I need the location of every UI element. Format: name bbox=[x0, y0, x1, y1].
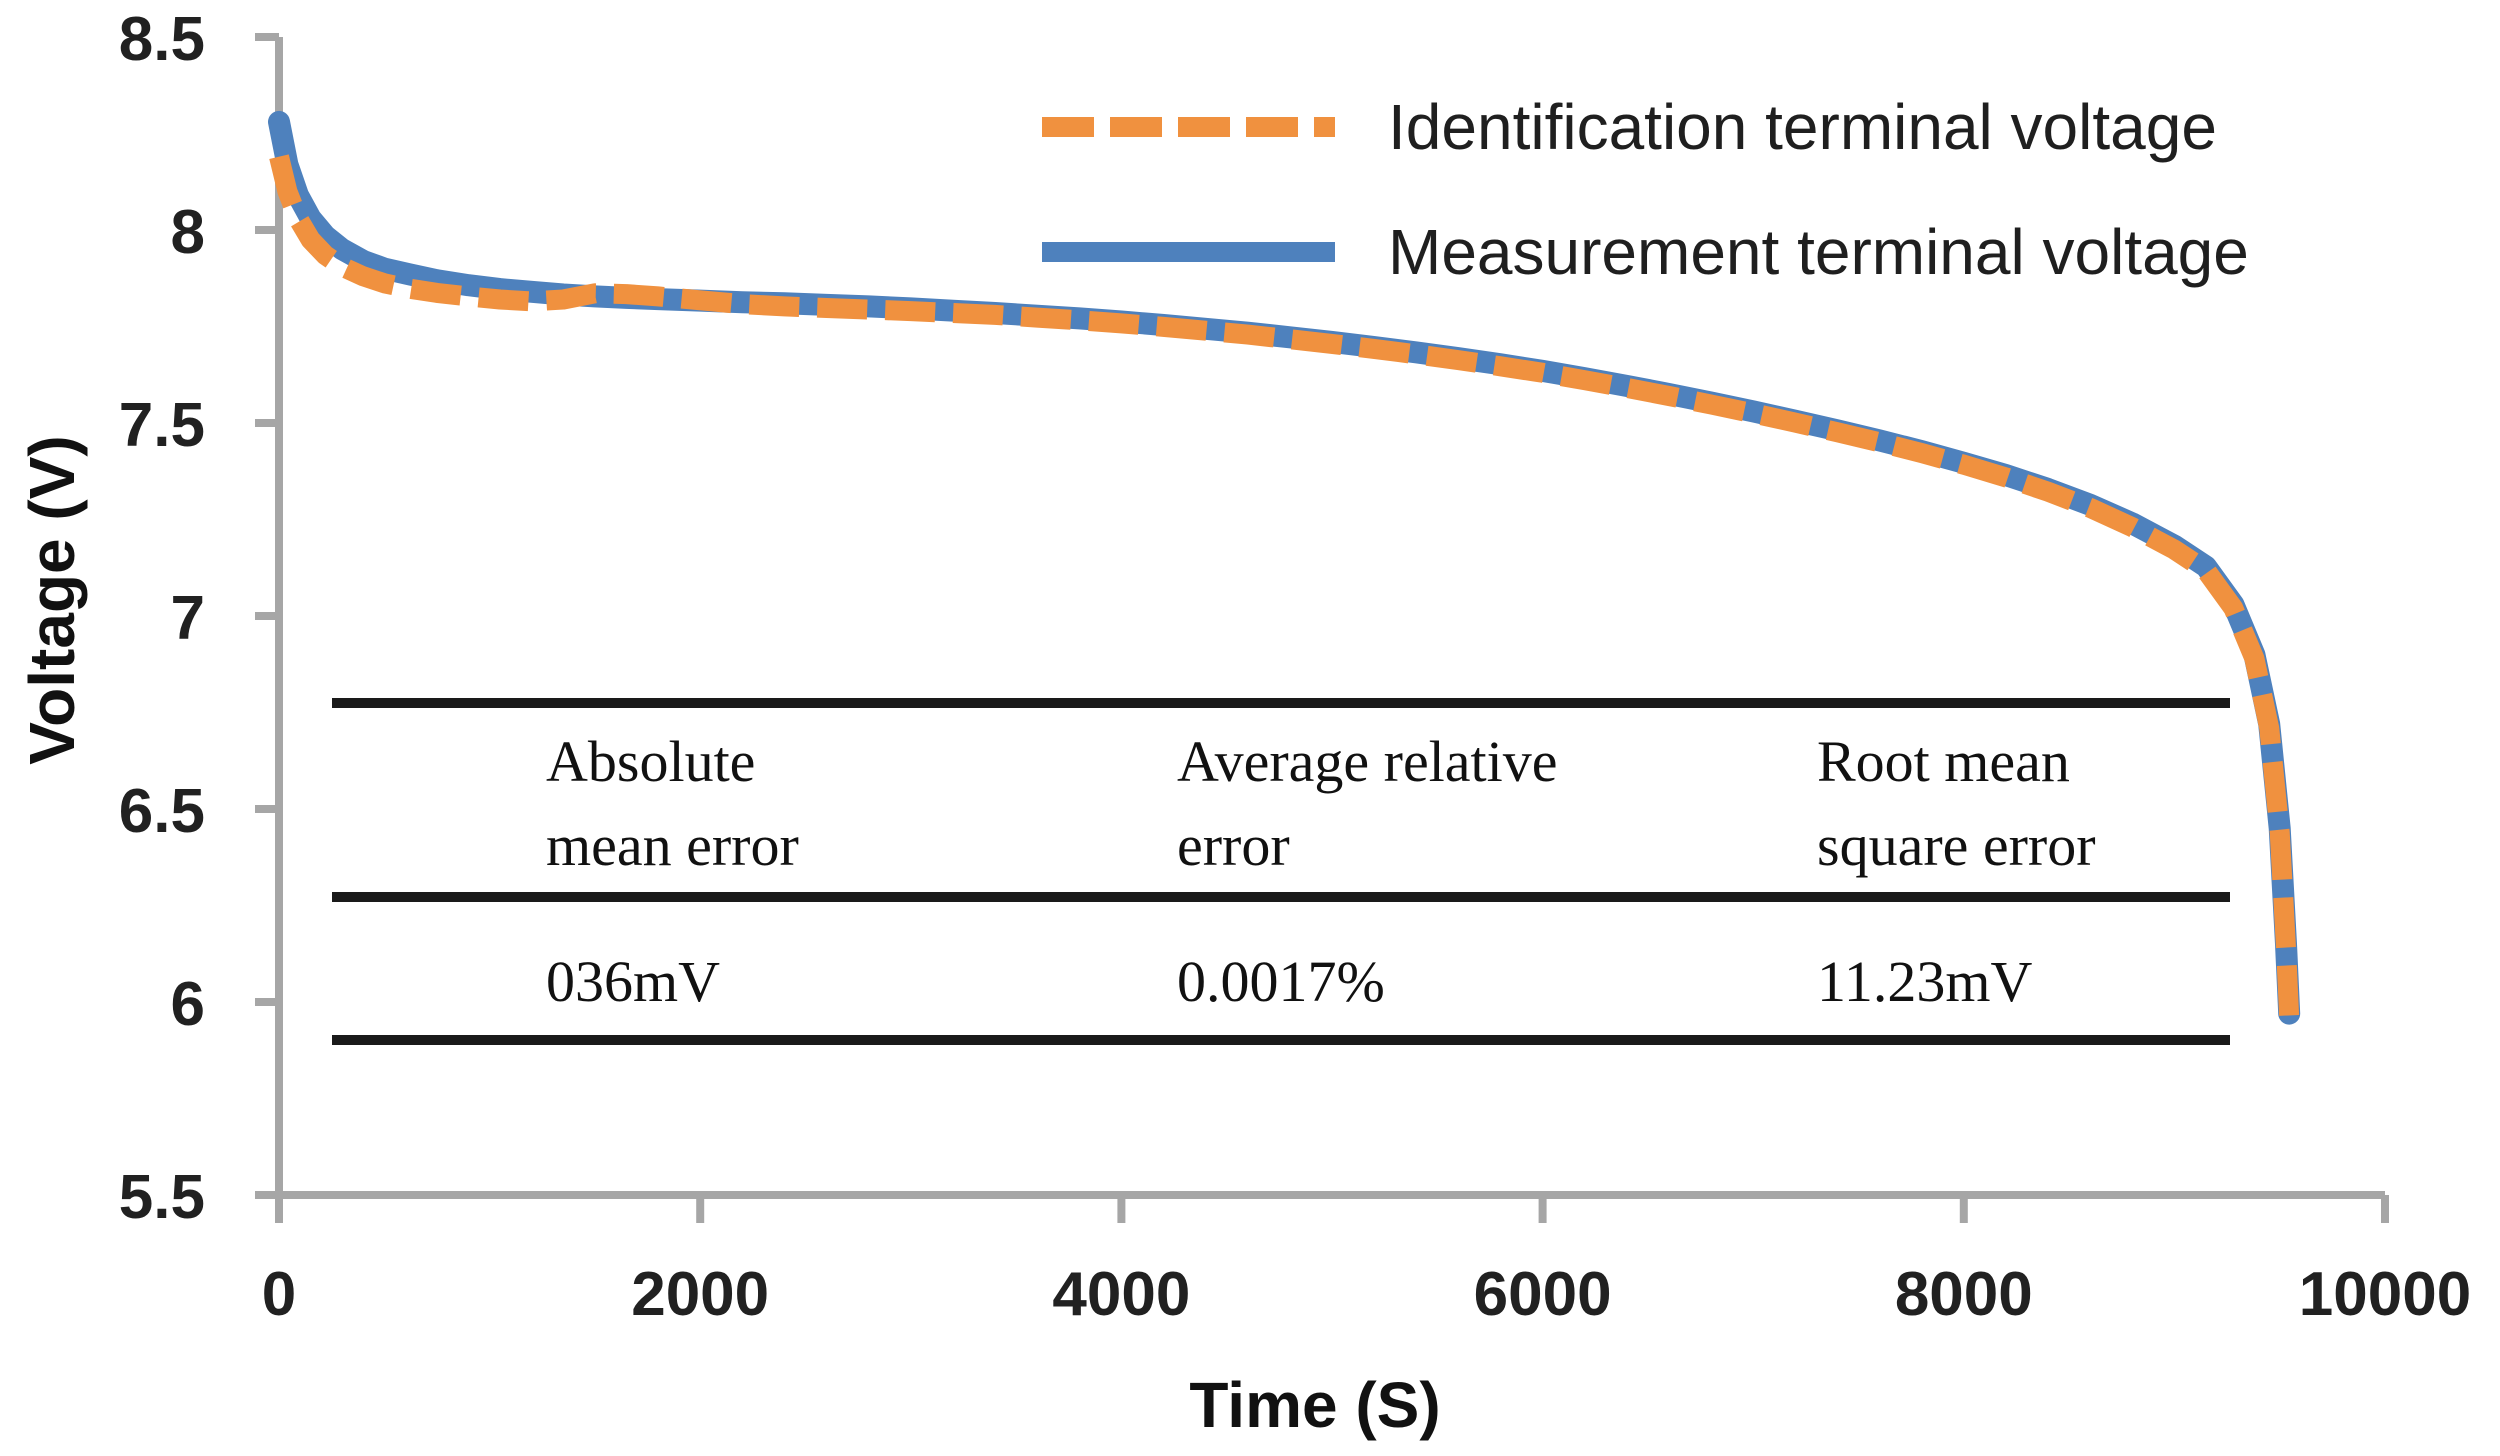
table-value-average-relative-error: 0.0017% bbox=[1177, 949, 1385, 1014]
legend-label-identification: Identification terminal voltage bbox=[1388, 91, 2217, 163]
y-tick-label: 8.5 bbox=[119, 5, 205, 74]
identification-dashed-line-sample bbox=[1042, 117, 1335, 137]
identification-voltage-curve bbox=[269, 154, 2300, 1018]
x-tick-label: 6000 bbox=[1474, 1260, 1612, 1329]
x-tick-label: 2000 bbox=[631, 1260, 769, 1329]
y-tick-label: 7 bbox=[171, 584, 205, 653]
x-tick-label: 0 bbox=[262, 1260, 296, 1329]
table-header-average-relative-error: Average relative error bbox=[1177, 729, 1558, 878]
y-tick-label: 6 bbox=[171, 970, 205, 1039]
x-axis-title: Time (S) bbox=[1189, 1369, 1441, 1441]
x-tick-label: 8000 bbox=[1895, 1260, 2033, 1329]
table-middle-border bbox=[332, 892, 2230, 902]
y-tick-label: 8 bbox=[171, 198, 205, 267]
x-tick-label: 10000 bbox=[2299, 1260, 2471, 1329]
legend-label-measurement: Measurement terminal voltage bbox=[1388, 216, 2249, 288]
table-bottom-border bbox=[332, 1035, 2230, 1045]
table-header-root-mean-square-error: Root mean square error bbox=[1817, 729, 2096, 878]
table-header-absolute-mean-error: Absolute mean error bbox=[546, 729, 799, 878]
y-tick-label: 7.5 bbox=[119, 391, 205, 460]
table-value-root-mean-square-error: 11.23mV bbox=[1817, 949, 2033, 1014]
measurement-solid-line-sample bbox=[1042, 242, 1335, 262]
y-axis-title: Voltage (V) bbox=[16, 435, 88, 765]
y-tick-label: 5.5 bbox=[119, 1163, 205, 1232]
y-tick-label: 6.5 bbox=[119, 777, 205, 846]
table-top-border bbox=[332, 698, 2230, 708]
table-value-absolute-mean-error: 036mV bbox=[546, 949, 720, 1014]
x-tick-label: 4000 bbox=[1052, 1260, 1190, 1329]
